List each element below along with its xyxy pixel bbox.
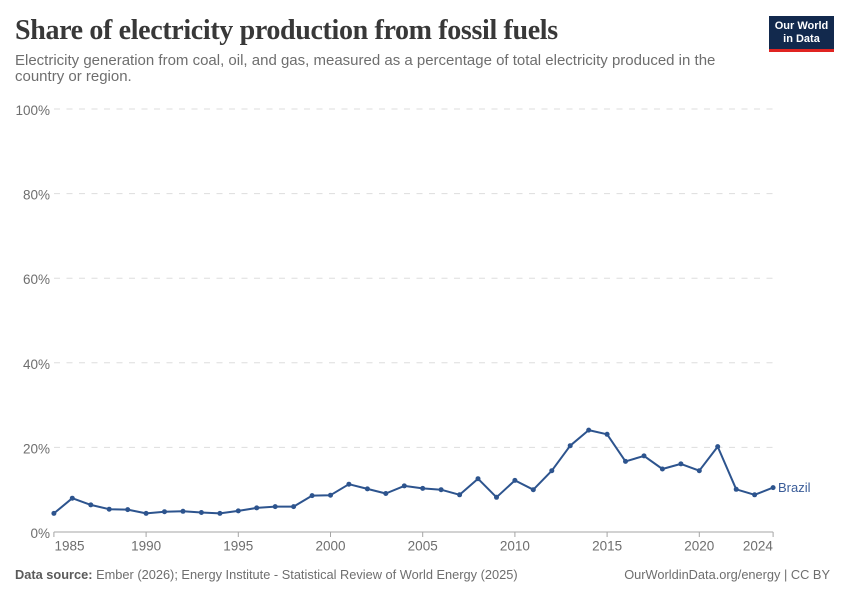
svg-text:2015: 2015 <box>592 538 622 553</box>
svg-text:2005: 2005 <box>408 538 438 553</box>
svg-text:20%: 20% <box>23 441 50 456</box>
svg-text:0%: 0% <box>30 526 50 541</box>
svg-text:80%: 80% <box>23 188 50 203</box>
svg-text:2010: 2010 <box>500 538 530 553</box>
svg-text:1995: 1995 <box>223 538 253 553</box>
svg-text:Brazil: Brazil <box>778 480 811 495</box>
svg-text:1985: 1985 <box>55 538 85 553</box>
svg-text:60%: 60% <box>23 272 50 287</box>
svg-text:100%: 100% <box>15 103 50 118</box>
svg-text:1990: 1990 <box>131 538 161 553</box>
svg-text:2020: 2020 <box>684 538 714 553</box>
svg-text:2000: 2000 <box>315 538 345 553</box>
svg-text:40%: 40% <box>23 357 50 372</box>
svg-text:2024: 2024 <box>743 538 774 553</box>
